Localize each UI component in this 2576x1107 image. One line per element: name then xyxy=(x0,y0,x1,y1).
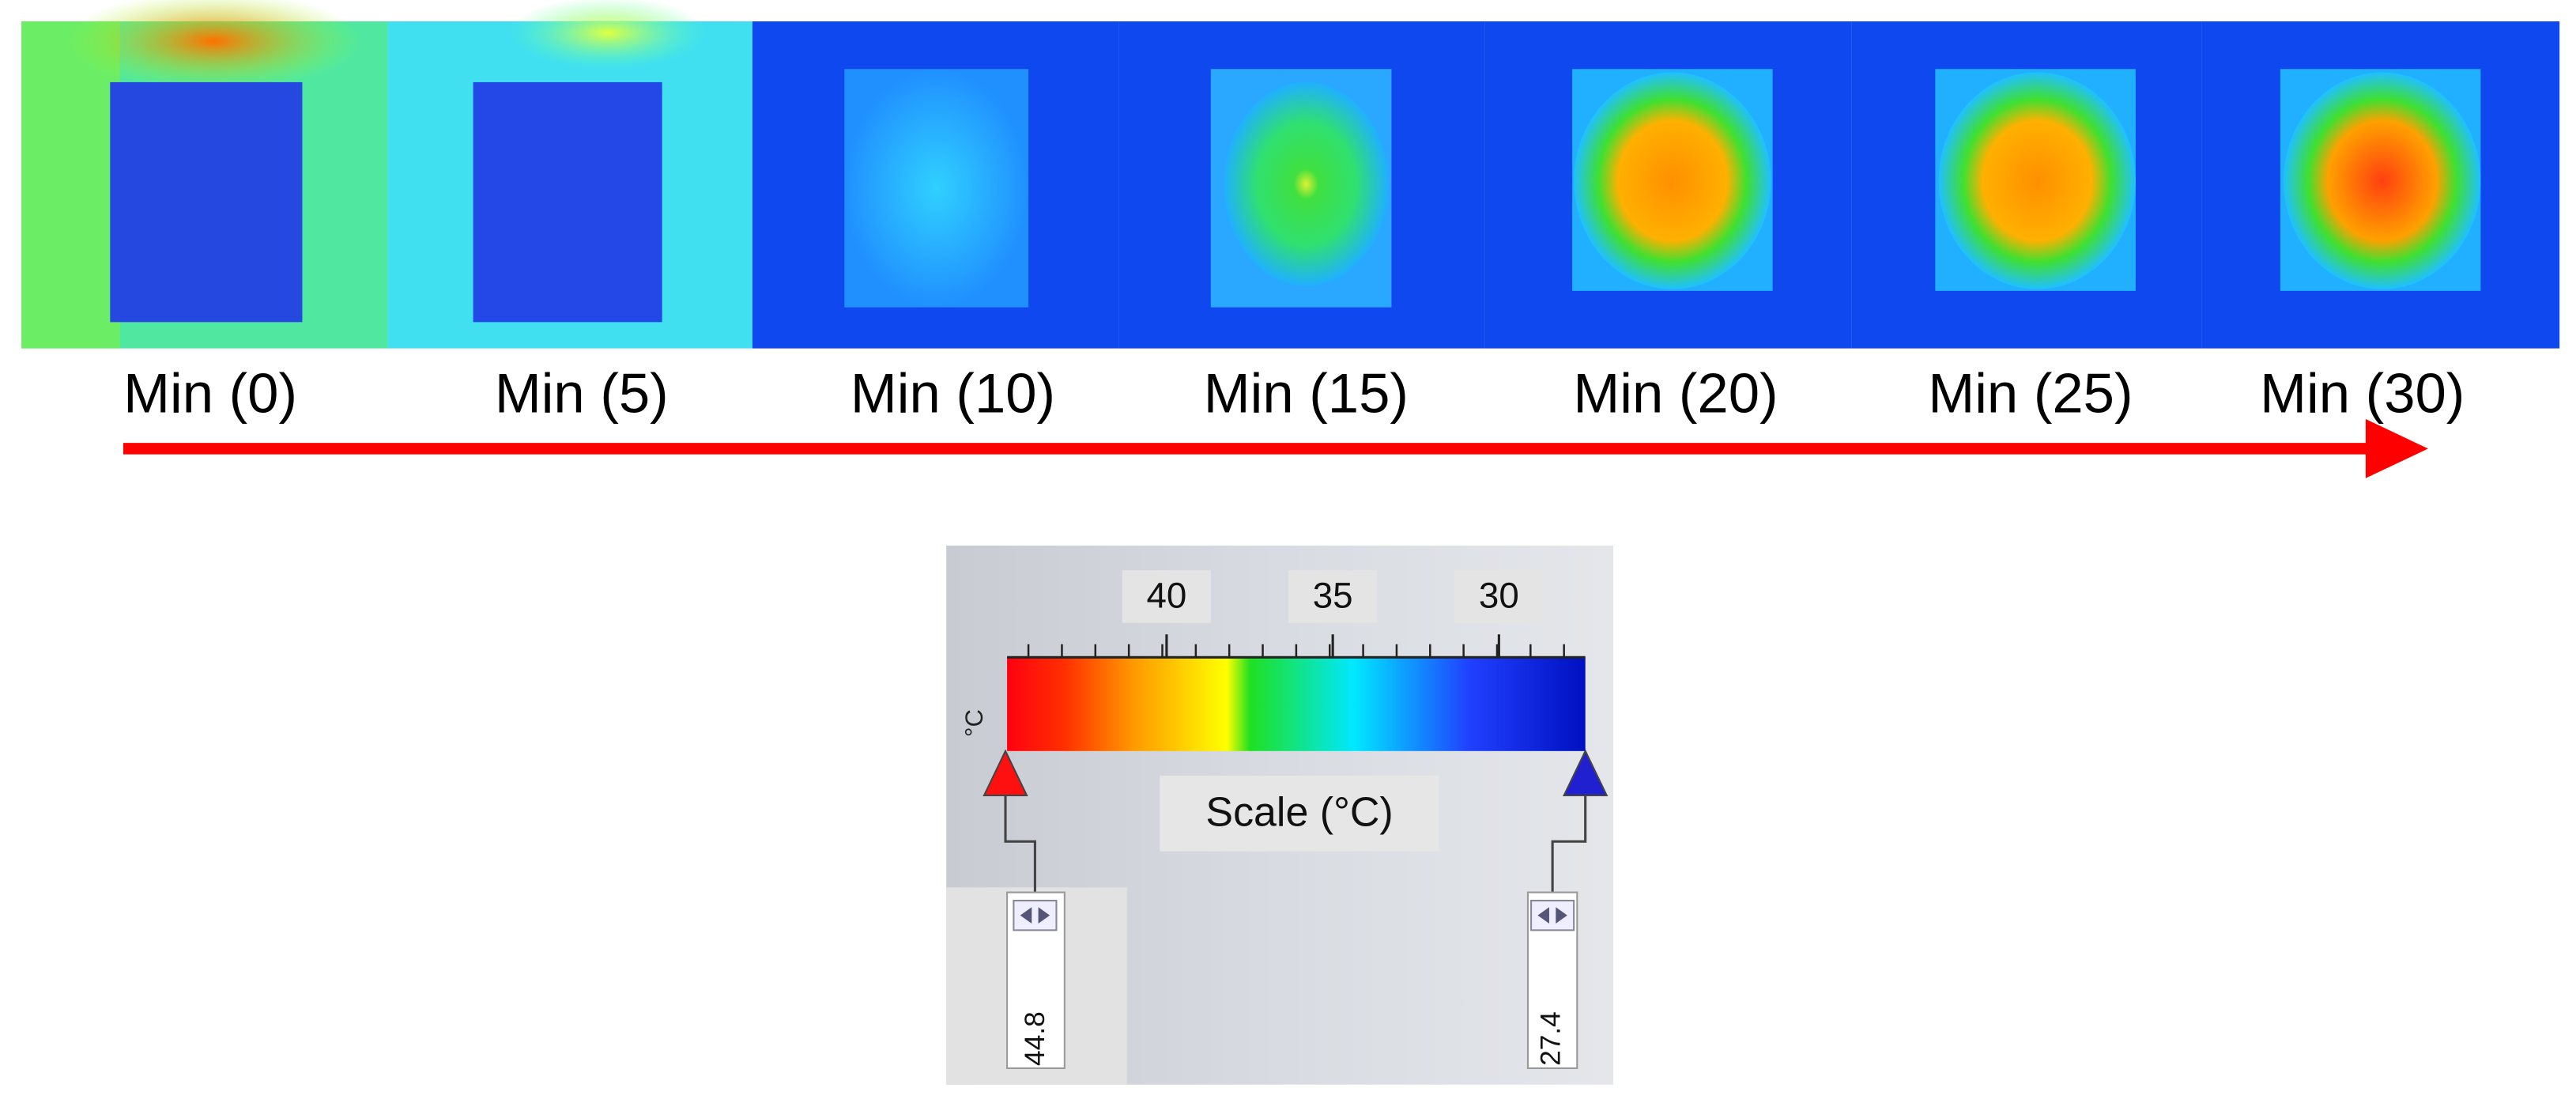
sample xyxy=(110,81,303,323)
tick-label-box xyxy=(1122,570,1212,623)
spin-left xyxy=(1020,907,1032,924)
tick-label-box xyxy=(1454,570,1544,623)
max-value: 44.8 xyxy=(1020,1011,1050,1066)
frame-label: Min (5) xyxy=(495,362,669,425)
frame-label: Min (15) xyxy=(1204,362,1409,425)
hot-spot xyxy=(509,0,707,70)
scale-title: Scale (°C) xyxy=(1205,790,1393,836)
spin-button[interactable] xyxy=(1530,899,1575,931)
heat xyxy=(1574,72,1771,289)
min-value: 27.4 xyxy=(1535,1011,1566,1066)
title-box xyxy=(1160,775,1439,852)
frame-label: Min (20) xyxy=(1573,362,1778,425)
thermal-frames xyxy=(21,0,2560,349)
heat xyxy=(1224,81,1389,286)
connector xyxy=(1551,795,1587,893)
frame-label: Min (10) xyxy=(850,362,1055,425)
tick-label: 35 xyxy=(1313,576,1353,616)
tick-label: 30 xyxy=(1479,576,1519,616)
heat xyxy=(2284,72,2481,289)
color-bar xyxy=(1007,657,1586,751)
spin-right xyxy=(1038,907,1050,924)
spin-left xyxy=(1537,907,1549,924)
unit-label: °C xyxy=(960,709,988,737)
frame-label: Min (30) xyxy=(2260,362,2465,425)
spin-bg xyxy=(1530,899,1575,931)
arrow-head xyxy=(2365,418,2428,478)
frame-label: Min (0) xyxy=(123,362,297,425)
spin-bg xyxy=(1013,899,1058,931)
tick-label-box xyxy=(1288,570,1378,623)
sample xyxy=(473,81,662,323)
scale-panel: °C Scale (°C) 44.8 27.4 40 35 30 xyxy=(946,546,1614,1085)
frame-labels: Min (0) Min (5) Min (10) Min (15) Min (20) Mi… xyxy=(123,362,2465,425)
frame-bg xyxy=(21,21,120,349)
spin-button[interactable] xyxy=(1013,899,1058,931)
frame-label: Min (25) xyxy=(1928,362,2133,425)
heat xyxy=(1938,72,2136,289)
tick-label: 40 xyxy=(1146,576,1186,616)
connector xyxy=(1004,795,1036,893)
sample xyxy=(844,69,1029,308)
spin-right xyxy=(1556,907,1567,924)
hot-spot xyxy=(66,0,362,91)
ticks: 40 35 30 xyxy=(1027,570,1565,658)
